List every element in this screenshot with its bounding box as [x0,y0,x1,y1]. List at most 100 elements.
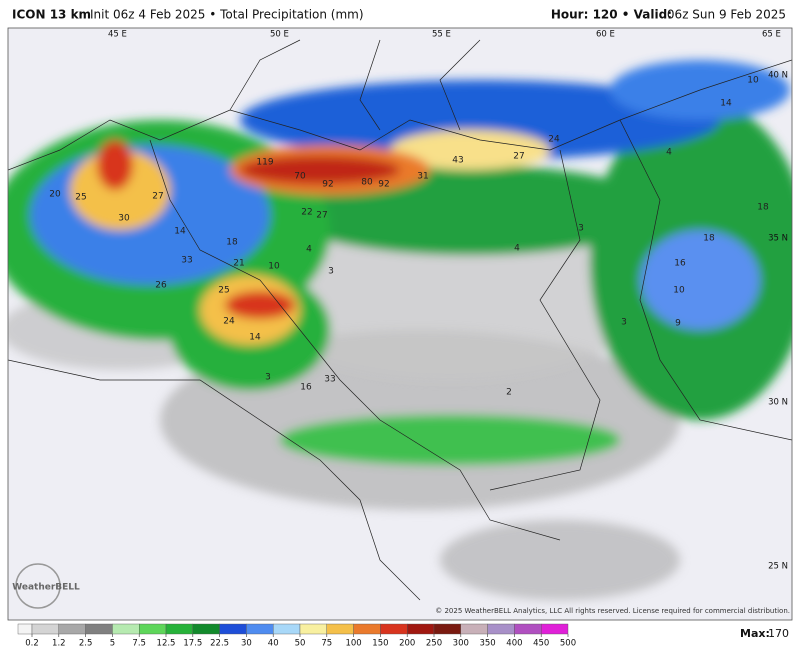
color-swatch [273,623,301,635]
color-swatch [326,623,354,635]
precip-value: 119 [256,158,273,168]
precip-value: 4 [666,148,672,158]
max-value: 170 [768,627,789,640]
colorbar-label: 17.5 [183,639,202,649]
colorbar-label: 350 [479,639,495,649]
color-swatch [514,623,542,635]
precip-value: 21 [233,259,244,269]
precip-value: 4 [514,244,520,254]
precip-value: 14 [174,227,186,237]
color-swatch [31,623,59,635]
precip-value: 25 [75,193,86,203]
color-swatch [299,623,327,635]
colorbar-label: 50 [295,639,306,649]
precip-value: 3 [578,224,584,234]
color-swatch [380,623,408,635]
logo-ring [15,563,61,609]
precip-value: 16 [674,259,686,269]
precip-value: 92 [322,180,333,190]
hour-valid: Hour: 120 • Valid: [551,8,672,22]
precip-value: 43 [452,156,463,166]
colorbar-label: 22.5 [210,639,229,649]
precip-value: 25 [218,286,229,296]
colorbar-label: 2.5 [79,639,93,649]
precip-value: 27 [316,211,327,221]
color-swatch [407,623,435,635]
precip-value: 18 [226,238,238,248]
colorbar-label: 500 [560,639,576,649]
color-swatch [112,623,140,635]
precip-value: 16 [300,383,312,393]
color-swatch [219,623,247,635]
lon-label: 50 E [270,30,289,40]
precip-value: 80 [361,178,373,188]
precip-value: 14 [249,333,261,343]
lat-label: 30 N [768,398,788,408]
precip-value: 3 [328,267,334,277]
map-frame [7,27,793,621]
color-swatch [460,623,488,635]
color-swatch [246,623,274,635]
color-swatch [58,623,86,635]
valid-time: 06z Sun 9 Feb 2025 [667,8,786,22]
precip-value: 33 [324,375,335,385]
color-swatch [85,623,113,635]
borders [8,39,792,601]
precip-value: 27 [152,192,163,202]
model-name: ICON 13 km [12,8,91,22]
precip-value: 18 [703,234,715,244]
precip-value: 70 [294,172,306,182]
colorbar-label: 250 [426,639,442,649]
color-swatch [487,623,515,635]
precip-value: 92 [378,180,389,190]
init-field: Init 06z 4 Feb 2025 • Total Precipitatio… [90,8,364,22]
colorbar-label: 400 [506,639,522,649]
precip-value: 4 [306,245,312,255]
copyright: © 2025 WeatherBELL Analytics, LLC All ri… [435,607,790,615]
precip-value: 31 [417,172,428,182]
colorbar-label: 100 [345,639,361,649]
precip-value: 14 [720,99,732,109]
color-swatch [433,623,461,635]
precip-value: 27 [513,152,524,162]
colorbar: 0.2 1.2 2.5 5 7.5 12.5 17.5 22.5 30 40 50 75 100 150 2… [17,623,576,649]
colorbar-label: 150 [372,639,388,649]
lat-label: 35 N [768,234,788,244]
colorbar-label: 40 [268,639,279,649]
colorbar-label: 300 [453,639,469,649]
lat-label: 25 N [768,562,788,572]
colorbar-label: 7.5 [132,639,146,649]
lon-label: 60 E [596,30,615,40]
precip-value: 30 [118,214,130,224]
max-label: Max: [740,627,770,640]
color-swatch [192,623,220,635]
colorbar-label: 200 [399,639,415,649]
lat-label: 40 N [768,71,788,81]
color-swatch [541,623,569,635]
precip-value: 3 [265,373,271,383]
precip-value: 10 [673,286,685,296]
precip-value: 9 [675,319,681,329]
colorbar-label: 450 [533,639,549,649]
precip-value: 24 [223,317,235,327]
colorbar-label: 12.5 [157,639,176,649]
precip-value: 20 [49,190,61,200]
color-swatch [138,623,167,635]
lon-label: 45 E [108,30,127,40]
precip-value: 10 [747,76,759,86]
precip-value: 3 [621,318,627,328]
lon-label: 55 E [432,30,451,40]
color-swatch [353,623,381,635]
color-swatch [165,623,193,635]
precip-value: 22 [301,208,312,218]
colorbar-label: 5 [110,639,115,649]
colorbar-label: 30 [241,639,252,649]
lon-label: 65 E [762,30,781,40]
precip-value: 18 [757,203,769,213]
precip-value: 33 [181,256,192,266]
color-swatch [17,623,33,635]
logo: WeatherBELL [12,583,80,593]
precip-value: 26 [155,281,167,291]
